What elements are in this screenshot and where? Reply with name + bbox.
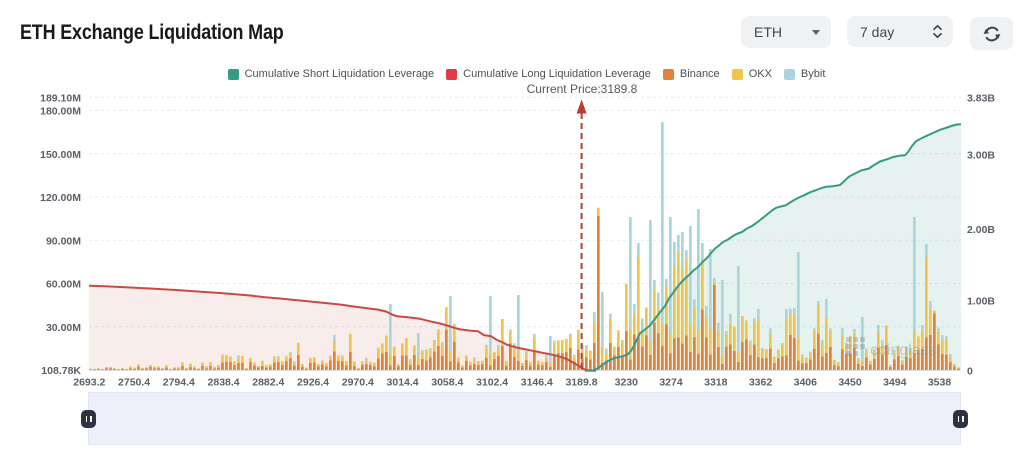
svg-text:3014.4: 3014.4 xyxy=(387,377,419,389)
svg-text:60.00M: 60.00M xyxy=(46,279,81,291)
svg-text:coinglass: coinglass xyxy=(870,342,937,359)
svg-text:3362: 3362 xyxy=(749,377,773,389)
svg-text:3102.4: 3102.4 xyxy=(476,377,508,389)
svg-text:2926.4: 2926.4 xyxy=(297,377,329,389)
svg-text:2750.4: 2750.4 xyxy=(118,377,150,389)
svg-text:1.00B: 1.00B xyxy=(967,296,995,308)
svg-text:3230: 3230 xyxy=(615,377,639,389)
svg-text:2970.4: 2970.4 xyxy=(342,377,374,389)
svg-text:108.78K: 108.78K xyxy=(41,365,81,377)
svg-text:3189.8: 3189.8 xyxy=(565,377,597,389)
svg-text:3406: 3406 xyxy=(794,377,818,389)
svg-text:189.10M: 189.10M xyxy=(40,93,81,105)
svg-text:3450: 3450 xyxy=(838,377,862,389)
svg-text:3274: 3274 xyxy=(659,377,683,389)
svg-text:120.00M: 120.00M xyxy=(40,192,81,204)
svg-text:2882.4: 2882.4 xyxy=(252,377,284,389)
svg-text:30.00M: 30.00M xyxy=(46,322,81,334)
svg-text:3.00B: 3.00B xyxy=(967,150,995,162)
svg-text:2693.2: 2693.2 xyxy=(73,377,105,389)
svg-text:3.83B: 3.83B xyxy=(967,92,995,104)
svg-text:180.00M: 180.00M xyxy=(40,106,81,118)
svg-text:3538: 3538 xyxy=(928,377,952,389)
svg-text:3494: 3494 xyxy=(883,377,907,389)
svg-text:2838.4: 2838.4 xyxy=(208,377,240,389)
svg-text:150.00M: 150.00M xyxy=(40,149,81,161)
svg-text:3318: 3318 xyxy=(704,377,728,389)
svg-text:2.00B: 2.00B xyxy=(967,224,995,236)
svg-text:2794.4: 2794.4 xyxy=(163,377,195,389)
svg-text:0: 0 xyxy=(967,366,973,378)
svg-text:3058.4: 3058.4 xyxy=(431,377,463,389)
svg-text:3146.4: 3146.4 xyxy=(521,377,553,389)
svg-text:90.00M: 90.00M xyxy=(46,235,81,247)
